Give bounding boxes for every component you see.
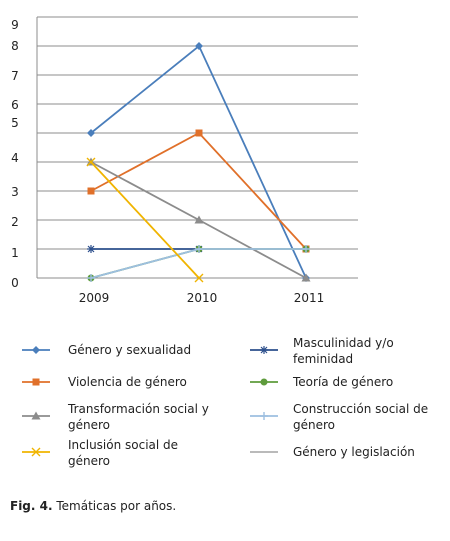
legend-item: Violencia de género [22,375,187,389]
data-point [302,245,310,253]
series-line [90,161,200,279]
legend-swatch-marker [32,346,40,354]
legend-swatch-marker [32,378,40,386]
y-tick-labels: 0 1 2 3 4 5 6 7 8 9 [11,18,19,290]
legend-swatch-marker [31,411,41,420]
legend-label: Violencia de género [68,375,187,389]
legend-label-line: género [293,418,335,432]
y-tick-label: 4 [11,151,19,165]
y-tick-label: 0 [11,276,19,290]
data-point [87,187,95,195]
x-tick-label: 2009 [79,291,110,305]
y-tick-label: 3 [11,185,19,199]
data-point [86,157,96,167]
y-tick-label: 2 [11,215,19,229]
legend-item: Teoría de género [250,375,393,389]
legend-item: Transformación social y género [22,402,209,432]
legend-label: Inclusión social de género [68,438,178,468]
figure-caption: Fig. 4. Temáticas por años. [10,499,176,513]
legend-label: Género y sexualidad [68,343,191,357]
legend-swatch-marker [260,412,268,420]
legend: Género y sexualidad Masculinidad y/o femin… [22,336,428,468]
y-tick-label: 8 [11,39,19,53]
axes [36,17,358,279]
legend-label-line: Masculinidad y/o [293,336,394,350]
data-point [87,245,95,253]
legend-label-line: género [68,454,110,468]
series-group [86,42,311,283]
legend-swatch-marker [260,378,268,386]
data-point [87,129,95,137]
y-tick-label: 1 [11,246,19,260]
legend-item: Inclusión social de género [22,438,178,468]
legend-label: Masculinidad y/o feminidad [293,336,394,366]
legend-label-line: Transformación social y [67,402,209,416]
data-point [301,273,311,282]
legend-label: Transformación social y género [67,402,209,432]
data-point [194,215,204,224]
legend-label-line: Construcción social de [293,402,428,416]
series-line [90,248,306,279]
legend-label-line: Inclusión social de [68,438,178,452]
legend-item: Género y legislación [250,445,415,459]
series [87,245,310,282]
y-tick-label: 9 [11,18,19,32]
x-tick-labels: 2009 2010 2011 [79,291,325,305]
legend-label: Género y legislación [293,445,415,459]
legend-label-line: género [68,418,110,432]
legend-label-line: feminidad [293,352,353,366]
legend-swatch-marker [260,346,268,354]
legend-item: Construcción social de género [250,402,428,432]
legend-item: Masculinidad y/o feminidad [250,336,394,366]
legend-label: Construcción social de género [293,402,428,432]
y-tick-label: 5 [11,116,19,130]
series [86,157,204,283]
data-point [87,274,95,282]
line-chart: 0 1 2 3 4 5 6 7 8 9 2009 2010 2011 Género y sexuali… [11,16,428,468]
x-tick-label: 2011 [294,291,325,305]
legend-item: Género y sexualidad [22,343,191,357]
caption-label: Fig. 4. [10,499,53,513]
y-tick-label: 7 [11,69,19,83]
data-point [195,42,203,50]
legend-label: Teoría de género [292,375,393,389]
caption-text: Temáticas por años. [52,499,177,513]
series-line [90,248,306,279]
y-tick-label: 6 [11,98,19,112]
data-point [195,245,203,253]
x-tick-label: 2010 [187,291,218,305]
legend-swatch-marker [31,447,41,457]
data-point [195,129,203,137]
data-point [194,273,204,283]
